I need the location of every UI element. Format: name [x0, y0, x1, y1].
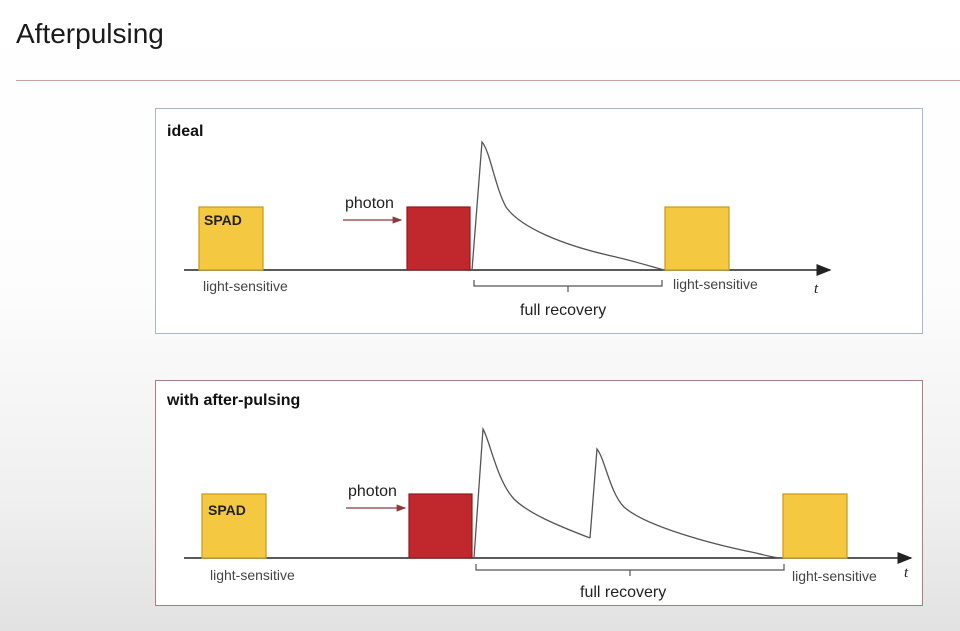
full-recovery-label: full recovery: [520, 302, 606, 319]
panel-heading: with after-pulsing: [166, 392, 300, 409]
full-recovery-label: full recovery: [580, 584, 666, 601]
after-pulsing-diagram: with after-pulsing t SPAD light-sensitiv…: [166, 392, 913, 601]
avalanche-pulse: [471, 140, 665, 271]
light-sensitive-left-label: light-sensitive: [210, 567, 295, 583]
after-pulse: [589, 447, 783, 559]
ideal-diagram: ideal t SPAD light-sensitive photon full…: [167, 123, 832, 319]
light-sensitive-right-label: light-sensitive: [673, 276, 758, 292]
avalanche-pulse: [473, 426, 591, 559]
detection-block: [408, 493, 473, 559]
time-axis-label: t: [814, 281, 819, 297]
detection-block: [406, 206, 471, 271]
panel-heading: ideal: [167, 123, 203, 140]
title-divider: [16, 80, 960, 81]
spad-light-sensitive-block: [201, 493, 267, 559]
recovered-light-sensitive-block: [782, 493, 848, 559]
light-sensitive-right-label: light-sensitive: [792, 568, 877, 584]
photon-label: photon: [348, 483, 397, 500]
recovery-brace: [475, 564, 785, 576]
recovery-brace: [473, 280, 663, 292]
photon-label: photon: [345, 195, 394, 212]
time-axis-label: t: [904, 565, 909, 581]
spad-label: SPAD: [208, 502, 246, 518]
ideal-panel: ideal t SPAD light-sensitive photon full…: [155, 108, 923, 334]
after-pulsing-panel: with after-pulsing t SPAD light-sensitiv…: [155, 380, 923, 606]
recovered-light-sensitive-block: [664, 206, 730, 271]
light-sensitive-left-label: light-sensitive: [203, 278, 288, 294]
spad-light-sensitive-block: [198, 206, 264, 271]
slide-title: Afterpulsing: [16, 18, 164, 49]
spad-label: SPAD: [204, 212, 242, 228]
